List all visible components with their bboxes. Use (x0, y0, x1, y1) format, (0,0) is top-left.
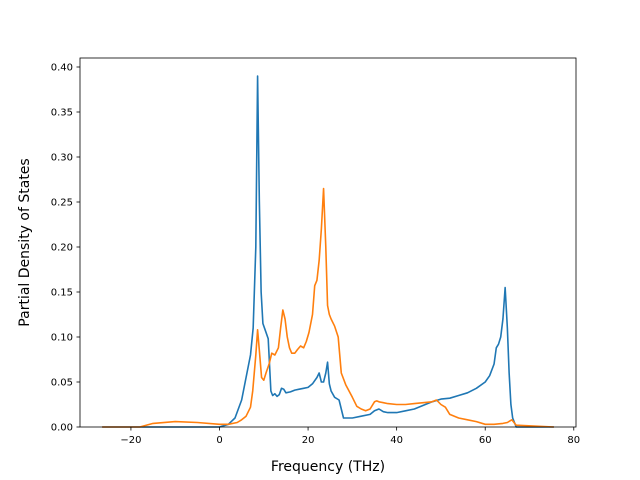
y-tick-label: 0.35 (51, 108, 73, 119)
y-axis-label: Partial Density of States (17, 158, 33, 326)
x-tick-label: 40 (390, 435, 403, 446)
x-tick-label: 0 (216, 435, 222, 446)
series-line-1 (102, 75, 554, 428)
y-tick-label: 0.05 (51, 378, 73, 389)
y-ticks: 0.00 0.05 0.10 0.15 0.20 0.25 0.30 0.35 0.40 (51, 63, 80, 434)
y-tick-label: 0.10 (51, 333, 73, 344)
x-tick-label: 20 (302, 435, 315, 446)
x-tick-label: −20 (120, 435, 141, 446)
y-tick-label: 0.25 (51, 198, 73, 209)
series-layer (102, 75, 554, 428)
plot-frame (79, 57, 577, 428)
x-tick-label: 80 (567, 435, 580, 446)
y-tick-label: 0.30 (51, 153, 73, 164)
series-line-2 (102, 187, 554, 428)
y-tick-label: 0.00 (51, 423, 73, 434)
y-tick-label: 0.15 (51, 288, 73, 299)
x-ticks: −20 0 20 40 60 80 (120, 427, 580, 446)
y-tick-label: 0.40 (51, 63, 73, 74)
x-tick-label: 60 (479, 435, 492, 446)
y-tick-label: 0.20 (51, 243, 73, 254)
x-axis-label: Frequency (THz) (271, 459, 385, 475)
